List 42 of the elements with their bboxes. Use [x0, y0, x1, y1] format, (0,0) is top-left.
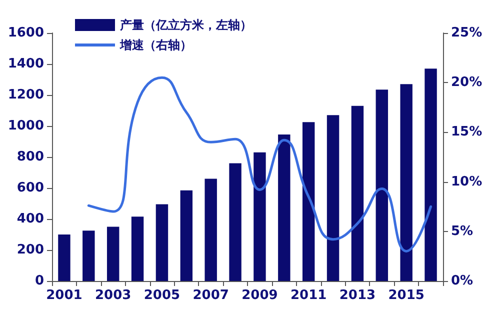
bar: [326, 115, 340, 281]
bar: [424, 68, 437, 281]
y-tick-label: 200: [16, 242, 44, 258]
x-tick-label: 2009: [242, 288, 278, 303]
y-tick-label: 0: [34, 274, 44, 288]
y-tick-label: 800: [16, 150, 44, 164]
bar: [376, 90, 388, 281]
bar: [229, 163, 242, 281]
x-tick-label: 2015: [388, 288, 424, 303]
bar: [278, 134, 290, 281]
bar: [82, 230, 95, 281]
bar: [204, 178, 217, 281]
y-tick-label: 1200: [8, 88, 44, 102]
y2-tick-label: 0%: [451, 274, 474, 288]
bar: [351, 106, 364, 281]
y-tick-label: 1600: [8, 26, 44, 40]
y2-tick-label: 10%: [451, 174, 482, 190]
bar: [131, 216, 144, 281]
y-tick-label: 1000: [8, 118, 44, 134]
x-tick-label: 2007: [192, 288, 229, 303]
bar: [58, 234, 70, 281]
x-tick-label: 2005: [144, 288, 180, 303]
y-tick-label: 1400: [8, 56, 44, 72]
bar: [254, 152, 266, 281]
bar: [180, 190, 193, 281]
line-series: [87, 76, 432, 252]
x-tick-label: 2001: [46, 288, 82, 303]
bar: [400, 84, 412, 281]
y2-tick-label: 25%: [451, 26, 482, 40]
y2-tick-label: 5%: [451, 224, 474, 239]
y-tick-label: 400: [16, 212, 44, 226]
bar: [156, 204, 168, 281]
legend-label: 增速（右轴）: [119, 38, 192, 52]
y-tick-label: 600: [16, 180, 44, 196]
y2-tick-label: 20%: [451, 75, 482, 90]
bar: [302, 122, 315, 281]
y2-tick-label: 15%: [451, 124, 482, 140]
x-tick-label: 2013: [339, 288, 376, 303]
legend-label: 产量（亿立方米，左轴）: [119, 18, 252, 32]
bar: [106, 226, 120, 281]
x-tick-label: 2011: [290, 288, 327, 303]
x-tick-label: 2003: [95, 288, 132, 303]
